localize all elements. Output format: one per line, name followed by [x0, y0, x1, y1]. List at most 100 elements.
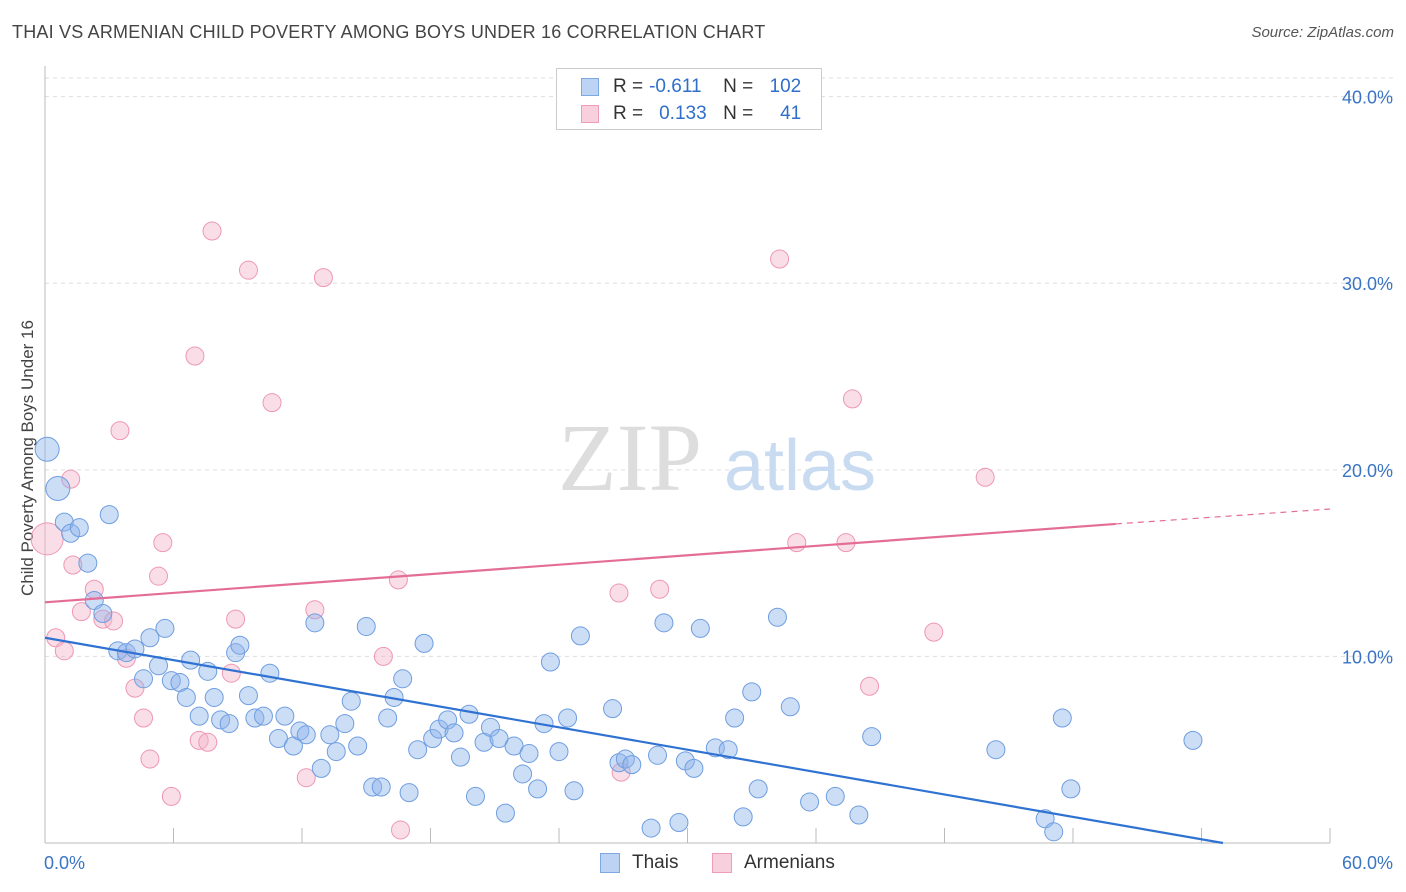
point-armenians	[134, 708, 154, 728]
armenians-r-value: 0.133	[659, 103, 707, 124]
series-legend: Thais Armenians	[0, 852, 1406, 878]
n-label: N =	[723, 103, 754, 124]
x-tick-label-min: 0.0%	[44, 853, 85, 873]
point-thais	[725, 708, 745, 728]
point-thais	[444, 723, 464, 743]
point-thais	[414, 633, 434, 653]
point-thais	[290, 721, 310, 741]
x-tick-label-max: 60.0%	[1342, 853, 1393, 873]
point-armenians	[609, 583, 629, 603]
point-thais	[219, 714, 239, 734]
point-armenians	[860, 676, 880, 696]
point-thais	[528, 779, 548, 799]
point-thais	[260, 663, 280, 683]
point-thais	[253, 706, 273, 726]
point-armenians	[221, 663, 241, 683]
tick-labels: 10.0% 20.0% 30.0% 40.0% 0.0% 60.0%	[44, 88, 1393, 873]
thais-n-value: 102	[769, 76, 802, 97]
point-thais	[513, 764, 533, 784]
point-thais	[986, 740, 1006, 760]
point-thais	[748, 779, 768, 799]
point-armenians	[238, 260, 258, 280]
y-tick-label: 30.0%	[1342, 274, 1393, 294]
armenians-n-value: 41	[780, 103, 802, 124]
point-thais	[684, 758, 704, 778]
r-label: R =	[613, 103, 644, 124]
point-thais	[465, 786, 485, 806]
point-thais	[641, 818, 661, 838]
axes	[44, 66, 1331, 844]
trend-line-armenians	[44, 522, 1116, 604]
point-thais	[335, 714, 355, 734]
point-thais	[341, 691, 361, 711]
point-thais	[540, 652, 560, 672]
legend-item-armenians[interactable]: Armenians	[712, 852, 835, 874]
source-label: Source: ZipAtlas.com	[1251, 24, 1394, 41]
point-thais	[800, 792, 820, 812]
point-armenians	[842, 389, 862, 409]
chart-title: THAI VS ARMENIAN CHILD POVERTY AMONG BOY…	[12, 22, 766, 42]
thais-legend-label: Thais	[632, 852, 679, 873]
point-thais	[155, 618, 175, 638]
n-label: N =	[723, 76, 754, 97]
watermark-atlas: atlas	[724, 426, 876, 506]
point-thais	[622, 755, 642, 775]
y-tick-label: 20.0%	[1342, 461, 1393, 481]
point-thais	[69, 518, 89, 538]
point-thais	[204, 687, 224, 707]
point-armenians	[149, 566, 169, 586]
point-thais	[504, 736, 524, 756]
y-tick-label: 10.0%	[1342, 647, 1393, 667]
point-armenians	[313, 268, 333, 288]
point-armenians	[54, 641, 74, 661]
stats-row-armenians: R = 0.133 N = 41	[581, 101, 801, 127]
series-thais	[34, 436, 1203, 842]
point-thais	[378, 708, 398, 728]
point-thais	[450, 747, 470, 767]
point-thais	[780, 697, 800, 717]
thais-r-value: -0.611	[649, 76, 702, 97]
legend-item-thais[interactable]: Thais	[600, 852, 678, 874]
y-tick-label: 40.0%	[1342, 88, 1393, 108]
point-thais	[767, 607, 787, 627]
point-thais	[348, 736, 368, 756]
point-thais	[862, 727, 882, 747]
point-thais	[356, 617, 376, 637]
point-thais	[489, 729, 509, 749]
stats-legend: R = -0.611 N = 102 R = 0.133 N = 41	[556, 68, 822, 130]
point-thais	[140, 628, 160, 648]
point-thais	[268, 729, 288, 749]
point-armenians	[140, 749, 160, 769]
point-thais	[296, 725, 316, 745]
thais-legend-swatch	[600, 853, 620, 873]
point-thais	[408, 740, 428, 760]
point-thais	[320, 725, 340, 745]
trend-line-thais	[44, 636, 1224, 845]
point-armenians	[198, 732, 218, 752]
point-thais	[326, 742, 346, 762]
trend-lines	[44, 508, 1331, 845]
point-thais	[742, 682, 762, 702]
point-thais	[570, 626, 590, 646]
r-label: R =	[613, 76, 644, 97]
point-armenians	[373, 646, 393, 666]
point-thais	[690, 618, 710, 638]
point-thais	[93, 604, 113, 623]
point-armenians	[262, 393, 282, 413]
point-armenians	[61, 469, 81, 489]
point-thais	[718, 740, 738, 760]
armenians-legend-swatch	[712, 853, 732, 873]
point-thais	[564, 781, 584, 801]
watermark-zip: ZIP	[558, 404, 702, 511]
point-armenians	[71, 602, 91, 622]
watermark: ZIP atlas	[558, 404, 876, 511]
point-thais	[275, 706, 295, 726]
point-thais	[311, 758, 331, 778]
point-thais	[654, 613, 674, 633]
point-thais	[305, 613, 325, 633]
point-thais	[54, 512, 74, 532]
point-thais	[648, 745, 668, 765]
point-armenians	[388, 570, 408, 590]
point-thais	[189, 706, 209, 726]
